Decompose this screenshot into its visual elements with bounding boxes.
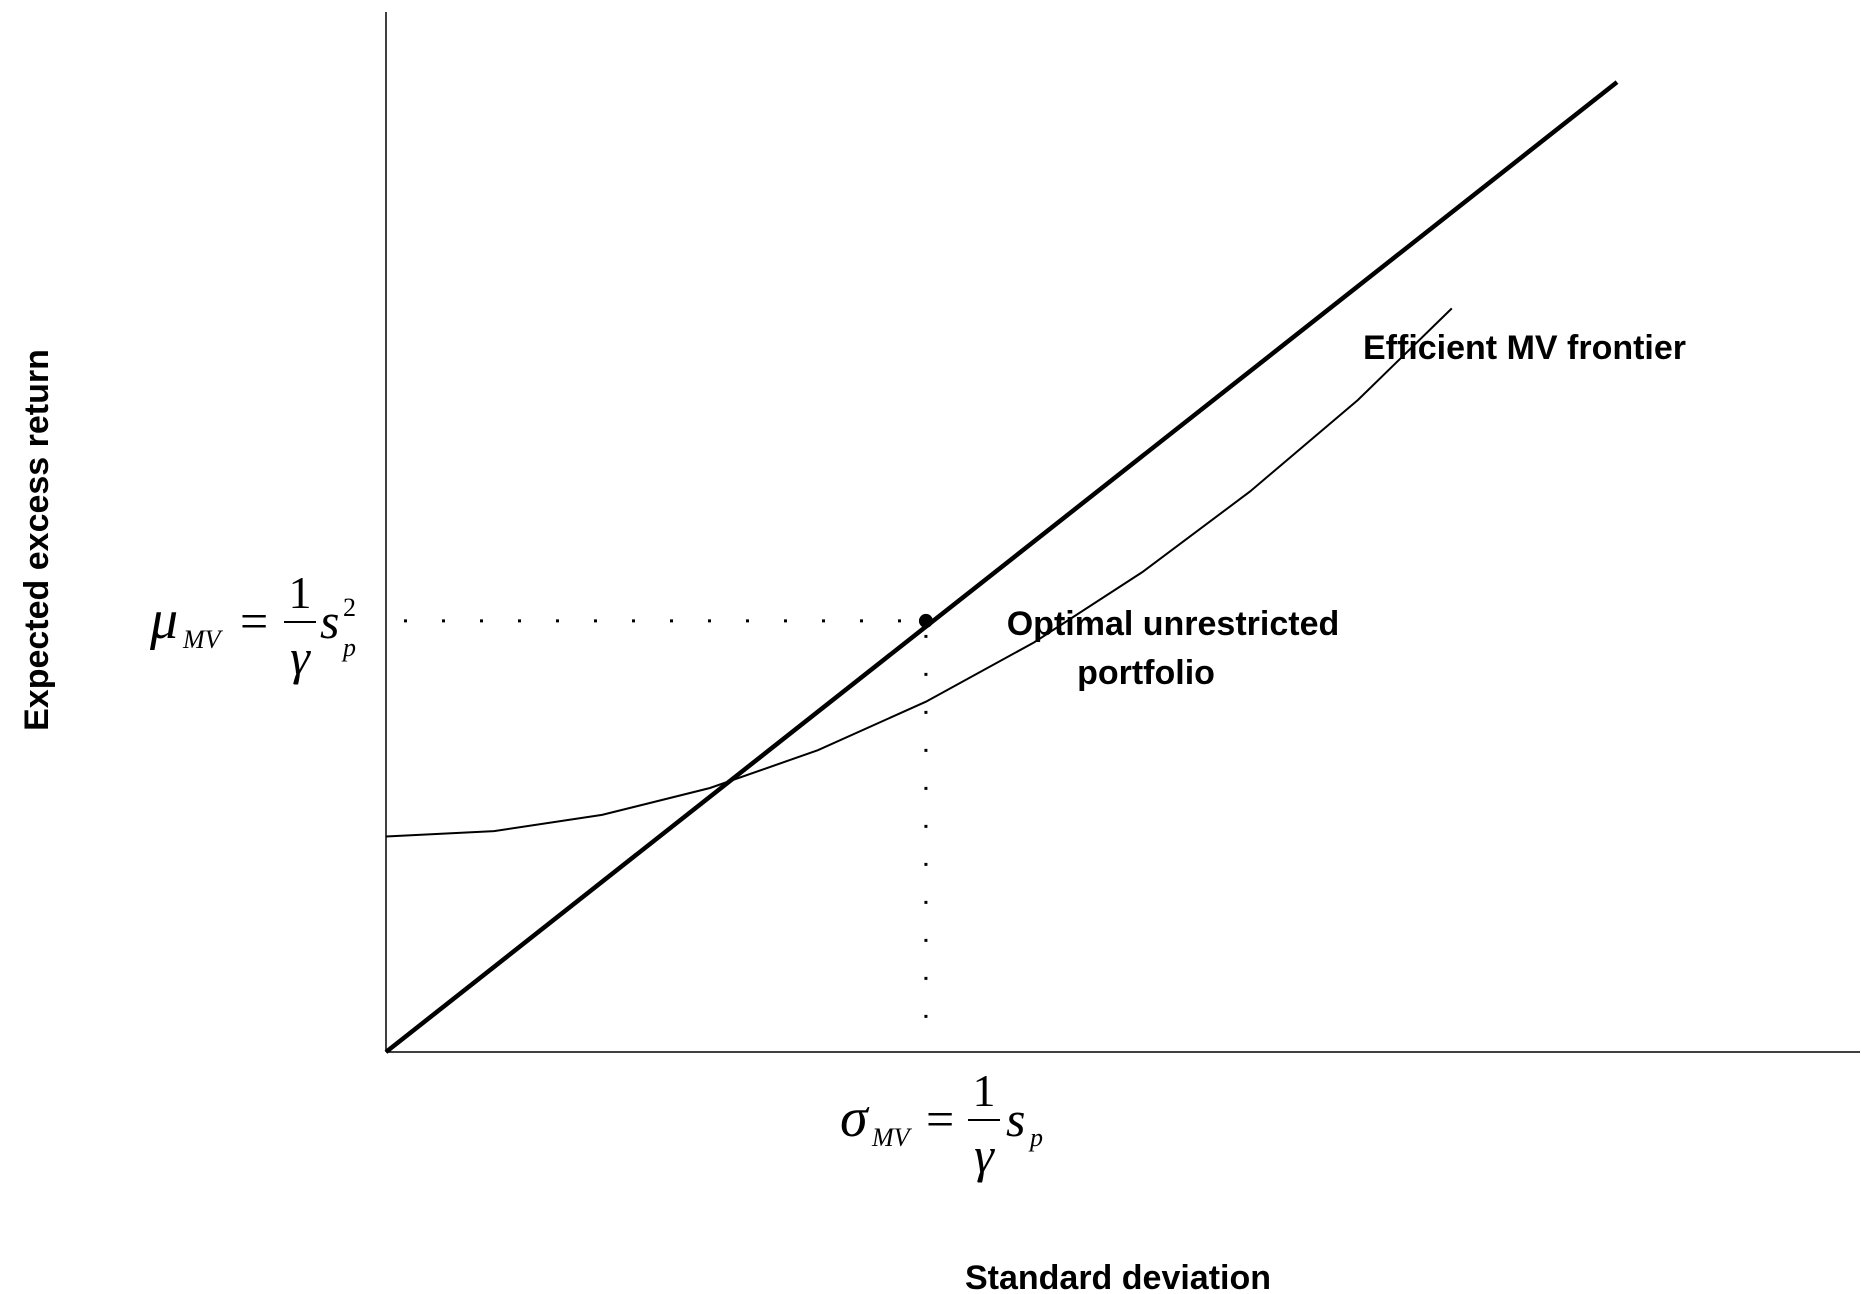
y-formula-equals: =: [240, 593, 268, 649]
x-formula-lhs-symbol: σ: [840, 1087, 870, 1149]
x-formula-denominator: γ: [974, 1127, 995, 1183]
x-marker-formula: σ MV = 1 γ s p: [840, 1065, 1043, 1183]
optimal-portfolio-point: [918, 613, 933, 628]
y-formula-numerator: 1: [289, 567, 312, 618]
x-formula-equals: =: [926, 1091, 954, 1147]
y-axis-label: Expected excess return: [18, 349, 56, 731]
series-efficient-frontier-line: [384, 80, 1619, 1054]
x-formula-numerator: 1: [973, 1065, 996, 1116]
y-formula-rhs-superscript: 2: [343, 593, 356, 622]
y-formula-rhs-subscript: p: [341, 633, 356, 662]
x-formula-rhs-symbol: s: [1006, 1091, 1025, 1147]
y-formula-denominator: γ: [290, 629, 311, 685]
y-formula-lhs-symbol: μ: [149, 589, 178, 651]
point-label-line1: Optimal unrestricted: [1007, 605, 1340, 643]
x-axis-label: Standard deviation: [965, 1259, 1271, 1294]
series-label-efficient-frontier: Efficient MV frontier: [1363, 329, 1686, 367]
x-formula-rhs-subscript: p: [1028, 1123, 1043, 1152]
y-formula-rhs-symbol: s: [320, 593, 339, 649]
point-label-line2: portfolio: [1077, 654, 1215, 692]
x-formula-lhs-subscript: MV: [871, 1123, 913, 1152]
y-formula-lhs-subscript: MV: [182, 625, 224, 654]
series-curve-line: [385, 307, 1453, 838]
y-marker-formula: μ MV = 1 γ s 2 p: [149, 567, 356, 685]
